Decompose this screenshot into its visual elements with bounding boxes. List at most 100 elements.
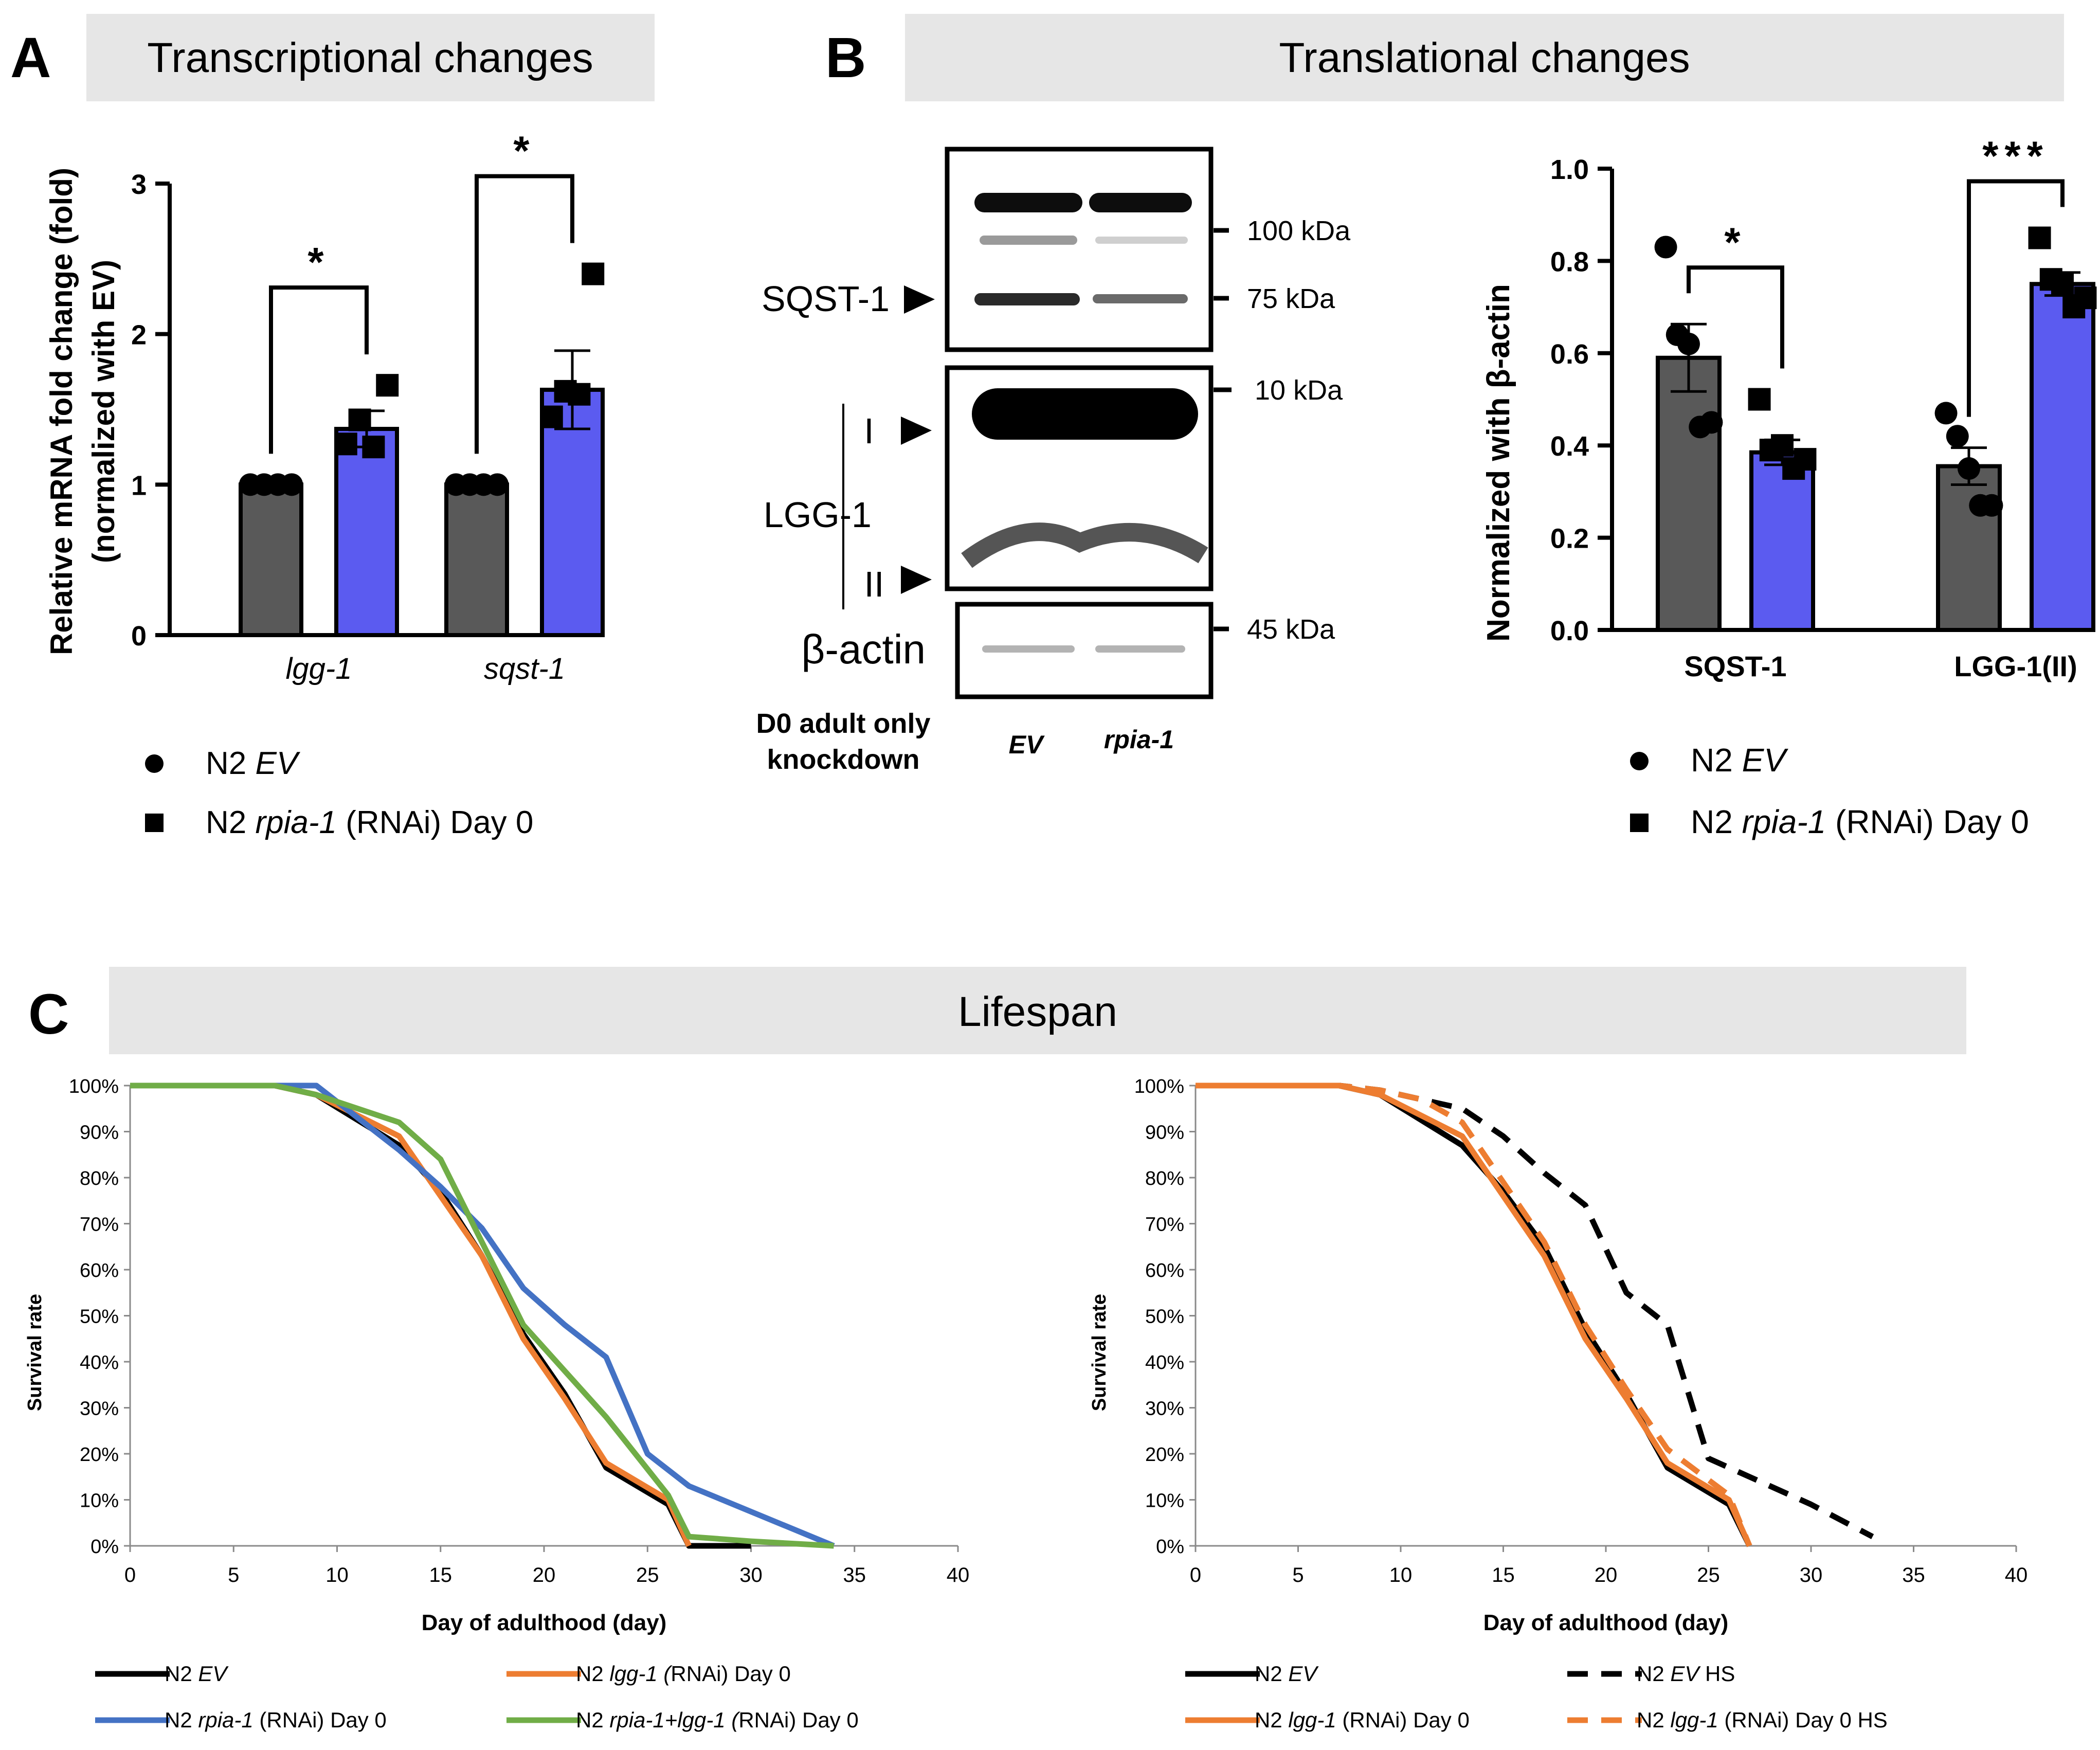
data-point-square — [2051, 273, 2074, 296]
legend-c-right: N2 EV N2 EV HS N2 lgg-1 (RNAi) Day 0 N2 lgg… — [1185, 1662, 1888, 1732]
x-category-label: lgg-1 — [286, 652, 352, 685]
y-tick-label: 20% — [80, 1444, 119, 1466]
data-point-square — [2074, 286, 2097, 310]
significance-bracket — [475, 174, 574, 454]
panel-c-header-bg — [109, 967, 1966, 1054]
y-tick-label: 0.2 — [1550, 524, 1589, 554]
significance-stars: * — [513, 128, 535, 174]
data-point-square — [376, 374, 399, 397]
x-category-label: LGG-1(II) — [1954, 650, 2077, 682]
chart-b-ylabel: Normalized with β-actin — [1481, 284, 1516, 642]
y-tick-label: 0.4 — [1550, 431, 1589, 462]
legend-square-icon — [145, 814, 164, 832]
data-point-square — [2028, 226, 2051, 249]
x-tick-label: 5 — [1292, 1564, 1304, 1586]
blot-band-faint-rpia1 — [1095, 237, 1188, 244]
y-tick-label: 0 — [131, 621, 147, 652]
blot-lane-rpia1: rpia-1 — [1104, 725, 1174, 754]
x-tick-label: 35 — [1902, 1564, 1925, 1586]
chart-a-x-categories: lgg-1 sqst-1 — [286, 652, 565, 685]
x-tick-label: 10 — [1389, 1564, 1413, 1586]
panel-letter-c: C — [28, 983, 69, 1046]
y-tick-label: 60% — [80, 1260, 119, 1282]
x-tick-label: 5 — [228, 1564, 239, 1586]
x-tick-label: 20 — [1595, 1564, 1618, 1586]
survival-series-line — [130, 1083, 835, 1549]
survival-series-line — [130, 1083, 692, 1547]
data-point-square — [1794, 448, 1817, 471]
legend-a: N2 EV N2 rpia-1 (RNAi) Day 0 — [145, 746, 533, 840]
legend-label: N2 EV — [206, 746, 301, 781]
legend-label: N2 EV — [1255, 1662, 1319, 1686]
y-tick-label: 50% — [1145, 1306, 1184, 1328]
legend-label: N2 rpia-1 (RNAi) Day 0 — [1691, 803, 2029, 840]
significance-stars: * — [1724, 219, 1746, 265]
chart-a-ylabel-1: Relative mRNA fold change (fold) — [44, 168, 79, 655]
data-point-circle — [486, 473, 509, 496]
blot-label-actin: β-actin — [801, 626, 926, 672]
legend-c-left: N2 EV N2 lgg-1 (RNAi) Day 0 N2 rpia-1 (RNA… — [95, 1662, 859, 1732]
panel-b-header: Translational changes — [1279, 34, 1690, 81]
chart-c-right-xlabel: Day of adulthood (day) — [1483, 1610, 1729, 1635]
y-tick-label: 80% — [80, 1168, 119, 1189]
data-point-circle — [1980, 494, 2003, 517]
data-point-circle — [280, 473, 303, 496]
x-tick-label: 0 — [1190, 1564, 1201, 1586]
data-point-circle — [1958, 457, 1980, 480]
legend-label: N2 rpia-1+lgg-1 (RNAi) Day 0 — [576, 1708, 859, 1732]
blot-band-actin-rpia1 — [1095, 645, 1185, 653]
legend-label: N2 lgg-1 (RNAi) Day 0 — [1255, 1708, 1470, 1732]
panel-letter-a: A — [10, 26, 51, 89]
survival-series-line — [130, 1083, 834, 1549]
significance-bracket — [269, 285, 369, 454]
bar — [1936, 464, 2002, 632]
legend-label: N2 rpia-1 (RNAi) Day 0 — [206, 805, 533, 840]
panel-a-header-bg — [86, 14, 655, 101]
arrow-lgg1-II-icon — [901, 566, 932, 594]
blot-band-top-ev — [974, 193, 1082, 212]
chart-a-bars: ** — [239, 128, 605, 638]
y-tick-label: 0.8 — [1550, 246, 1589, 277]
panel-b-header-bg — [905, 14, 2064, 101]
y-tick-label: 1 — [131, 470, 147, 501]
blot-band-faint-ev — [980, 236, 1077, 245]
legend-circle-icon — [145, 754, 164, 773]
arrow-lgg1-I-icon — [901, 417, 932, 445]
blot-box-sqst1 — [945, 147, 1214, 352]
blot-label-form-II: II — [864, 564, 884, 604]
x-tick-label: 10 — [325, 1564, 349, 1586]
arrow-sqst1-icon — [904, 285, 935, 314]
survival-series-line — [130, 1083, 751, 1549]
bar — [334, 427, 399, 638]
x-category-label: sqst-1 — [484, 652, 565, 685]
chart-b-bars: **** — [1654, 133, 2097, 633]
chart-c-right: Survival rate Day of adulthood (day) 0% 1… — [1089, 1076, 2027, 1635]
chart-c-left-xlabel: Day of adulthood (day) — [422, 1610, 667, 1635]
bar — [2030, 282, 2095, 632]
x-tick-label: 20 — [533, 1564, 556, 1586]
chart-b: Normalized with β-actin 0.0 0.2 0.4 0.6 0.8 1… — [1481, 133, 2097, 682]
marker-75kda: 75 kDa — [1247, 283, 1335, 314]
x-tick-label: 30 — [1800, 1564, 1823, 1586]
chart-c-right-ylabel: Survival rate — [1089, 1294, 1110, 1411]
bar — [1656, 355, 1722, 632]
data-point-square — [362, 436, 385, 459]
y-tick-label: 40% — [1145, 1352, 1184, 1374]
y-tick-label: 2 — [131, 320, 147, 351]
significance-stars: *** — [1982, 133, 2049, 179]
chart-a-ylabel-2: (normalized with EV) — [86, 260, 121, 563]
blot-band-sqst1-rpia1 — [1093, 294, 1188, 303]
x-category-label: SQST-1 — [1684, 650, 1786, 682]
legend-label: N2 EV — [165, 1662, 229, 1686]
y-tick-label: 30% — [1145, 1398, 1184, 1420]
data-point-square — [568, 383, 591, 406]
blot-condition-line1: D0 adult only — [756, 708, 930, 739]
data-point-square — [334, 432, 357, 456]
x-tick-label: 15 — [1492, 1564, 1515, 1586]
legend-b: N2 EV N2 rpia-1 (RNAi) Day 0 — [1630, 742, 2029, 840]
marker-10kda: 10 kDa — [1255, 375, 1343, 406]
survival-series-line — [1196, 1083, 1752, 1547]
panel-a-header: Transcriptional changes — [147, 34, 593, 81]
data-point-circle — [1677, 332, 1700, 355]
chart-b-x-categories: SQST-1 LGG-1(II) — [1684, 650, 2077, 682]
